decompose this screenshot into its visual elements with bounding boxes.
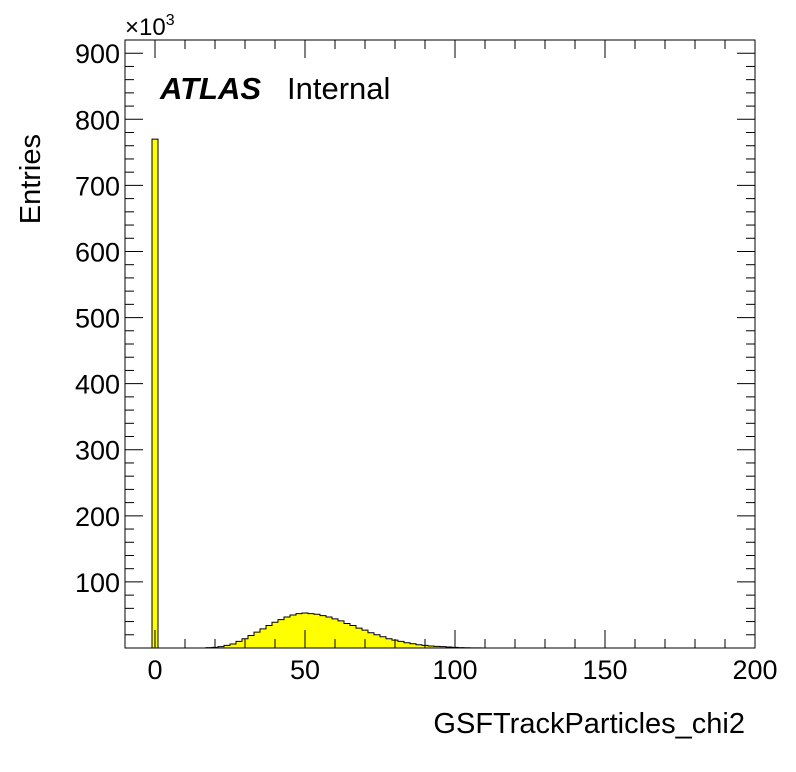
histogram-bar <box>278 619 284 648</box>
histogram-bar <box>332 618 338 648</box>
histogram-bar <box>218 646 224 648</box>
histogram-bar <box>260 628 266 648</box>
y-tick-label: 600 <box>75 237 120 267</box>
histogram-bar <box>374 634 380 648</box>
histogram-bars <box>151 138 483 649</box>
histogram-bar <box>338 620 344 648</box>
histogram-bar <box>440 646 446 648</box>
histogram-bar <box>344 623 350 648</box>
histogram-bar <box>230 644 236 648</box>
y-tick-label: 500 <box>75 304 120 334</box>
histogram-bar <box>272 622 278 648</box>
y-tick-label: 100 <box>75 568 120 598</box>
histogram-bar <box>380 636 386 648</box>
histogram-bar <box>314 614 320 648</box>
x-tick-labels: 0 50 100 150 200 <box>147 655 777 685</box>
histogram-bar <box>416 644 422 648</box>
histogram-bar <box>248 635 254 648</box>
y-tick-label: 800 <box>75 105 120 135</box>
y-tick-label: 300 <box>75 436 120 466</box>
histogram-bar <box>398 641 404 648</box>
histogram-bar <box>428 646 434 648</box>
histogram-bar <box>296 613 302 648</box>
histogram-bar <box>320 615 326 648</box>
histogram-bar <box>356 628 362 648</box>
y-tick-label: 400 <box>75 370 120 400</box>
histogram-bar <box>410 643 416 648</box>
histogram-bar <box>151 138 159 649</box>
atlas-label: ATLAS <box>159 71 261 106</box>
histogram-bar <box>284 616 290 648</box>
histogram-bar <box>350 625 356 648</box>
histogram-bar <box>308 613 314 648</box>
y-axis-title: Entries <box>15 134 47 224</box>
histogram-bar <box>404 642 410 648</box>
histogram-bar <box>326 616 332 648</box>
histogram-bar <box>368 632 374 648</box>
x-tick-label: 150 <box>582 655 627 685</box>
x-axis-title: GSFTrackParticles_chi2 <box>433 708 745 740</box>
histogram-bar <box>290 614 296 648</box>
y-tick-label: 700 <box>75 171 120 201</box>
histogram-outline <box>205 612 483 649</box>
x-tick-label: 0 <box>147 655 162 685</box>
y-tick-label: 200 <box>75 502 120 532</box>
histogram-bar <box>254 632 260 648</box>
histogram-bar <box>386 638 392 648</box>
histogram-bar <box>224 645 230 648</box>
y-axis-multiplier: ×103 <box>125 12 175 41</box>
histogram-bar <box>236 641 242 648</box>
x-tick-label: 100 <box>432 655 477 685</box>
histogram-bar <box>266 625 272 648</box>
axis-ticks <box>124 39 756 648</box>
histogram-bar <box>434 646 440 648</box>
atlas-status-label: Internal <box>287 71 390 106</box>
x-tick-label: 50 <box>290 655 320 685</box>
x-tick-label: 200 <box>732 655 777 685</box>
y-tick-labels: 100 200 300 400 500 600 700 800 900 <box>75 39 120 598</box>
plot-frame <box>124 39 756 649</box>
y-tick-label: 900 <box>75 39 120 69</box>
